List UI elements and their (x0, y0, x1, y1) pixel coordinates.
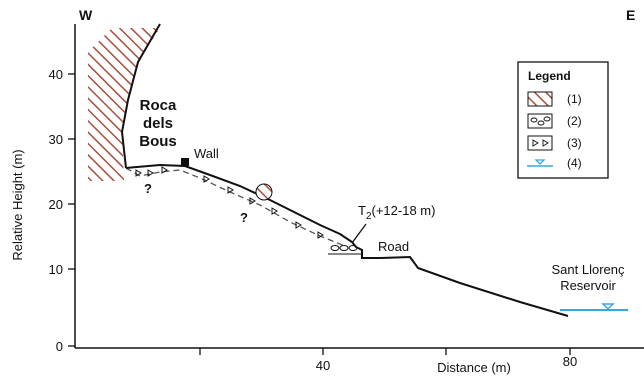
legend-key: (4) (567, 156, 582, 170)
y-tick-label: 0 (56, 339, 63, 354)
legend-swatch-clasts (527, 135, 553, 151)
legend-gravel-pebble (543, 116, 551, 122)
x-tick-label: 40 (316, 358, 330, 373)
reservoir-label-line2: Reservoir (560, 278, 616, 293)
reservoir-label-line1: Sant Llorenç (552, 262, 625, 277)
hatched-boulder (255, 183, 273, 201)
unknown-boundary-mark: ? (144, 181, 152, 196)
y-tick-label: 30 (49, 132, 63, 147)
y-axis-title: Relative Height (m) (10, 149, 25, 260)
site-name-line2: dels (143, 115, 173, 132)
bedrock-hatched-area (88, 28, 160, 181)
legend-gravel-pebble (530, 117, 538, 123)
reservoir-water-symbol (601, 303, 615, 311)
y-tick-label: 20 (49, 197, 63, 212)
legend-gravel-pebble (537, 120, 545, 126)
legend-swatch-hatch (527, 91, 553, 107)
y-tick-label: 40 (49, 67, 63, 82)
legend: Legend (1) (2) (3) (4) (517, 61, 609, 179)
legend-clast (542, 139, 549, 147)
x-axis-ticks (199, 348, 571, 355)
wall-label: Wall (194, 146, 219, 161)
deposit-lower-boundary (125, 167, 346, 247)
x-tick-label: 80 (563, 354, 577, 369)
west-label: W (79, 7, 93, 23)
site-name-line3: Bous (139, 133, 177, 150)
legend-water-symbol (534, 159, 546, 165)
site-name-line1: Roca (140, 97, 177, 114)
cliff-profile (120, 23, 161, 169)
east-label: E (626, 7, 635, 23)
angular-clasts (135, 166, 324, 239)
legend-key: (1) (567, 92, 582, 106)
legend-clast (532, 139, 539, 147)
ground-profile (125, 163, 569, 317)
x-axis-title: Distance (m) (437, 360, 511, 375)
unknown-boundary-mark: ? (240, 210, 248, 225)
y-axis-ticks (68, 73, 75, 347)
terrace-gravel (328, 245, 362, 255)
legend-key: (2) (567, 114, 582, 128)
legend-key: (3) (567, 136, 582, 150)
terrace-arrow (351, 223, 367, 244)
wall-marker (181, 158, 189, 166)
terrace-label: T2(+12-18 m) (358, 203, 435, 222)
y-tick-label: 10 (49, 262, 63, 277)
legend-title: Legend (528, 69, 571, 83)
road-label: Road (378, 239, 409, 254)
